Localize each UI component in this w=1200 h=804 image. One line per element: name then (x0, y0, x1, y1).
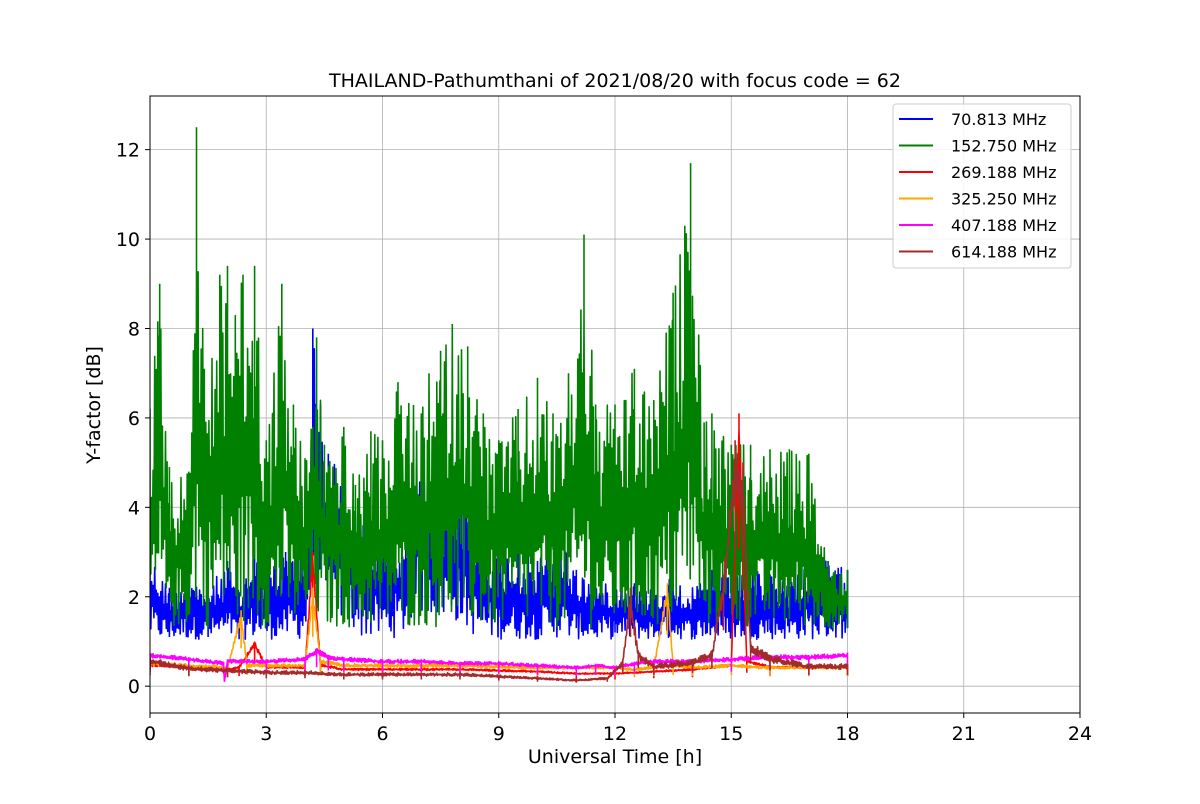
y-axis-label: Y-factor [dB] (83, 346, 105, 465)
legend-label: 152.750 MHz (951, 137, 1056, 156)
y-tick-label: 8 (128, 318, 140, 340)
x-tick-label: 0 (144, 723, 156, 745)
legend-label: 269.188 MHz (951, 163, 1056, 182)
x-tick-label: 21 (952, 723, 976, 745)
x-tick-label: 12 (603, 723, 627, 745)
y-tick-label: 4 (128, 497, 140, 519)
series-layer (150, 127, 849, 683)
legend-box (892, 103, 1072, 269)
legend-label: 407.188 MHz (951, 216, 1056, 235)
x-axis-label: Universal Time [h] (528, 746, 702, 768)
x-tick-label: 15 (719, 723, 743, 745)
legend-label: 325.250 MHz (951, 190, 1056, 209)
y-tick-label: 12 (116, 140, 140, 162)
y-tick-label: 6 (128, 408, 140, 430)
legend-label: 614.188 MHz (951, 243, 1056, 262)
series-line-5 (150, 440, 849, 683)
x-tick-label: 6 (376, 723, 388, 745)
legend-label: 70.813 MHz (951, 110, 1046, 129)
series-line-1 (150, 127, 849, 629)
chart-title: THAILAND-Pathumthani of 2021/08/20 with … (328, 70, 901, 92)
x-tick-label: 9 (493, 723, 505, 745)
y-tick-label: 0 (128, 676, 140, 698)
y-tick-label: 10 (116, 229, 140, 251)
x-tick-label: 24 (1068, 723, 1092, 745)
legend: 70.813 MHz 152.750 MHz 269.188 MHz 325.250 … (892, 103, 1072, 269)
y-tick-label: 2 (128, 587, 140, 609)
x-tick-label: 18 (835, 723, 859, 745)
x-tick-label: 3 (260, 723, 272, 745)
